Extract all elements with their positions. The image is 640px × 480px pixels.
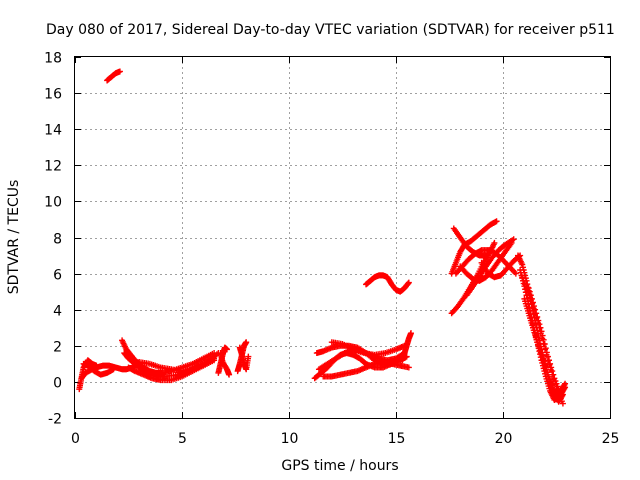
x-tick-label: 0 — [71, 431, 80, 447]
data-point — [539, 335, 546, 342]
data-point — [532, 310, 539, 317]
data-point — [561, 385, 568, 392]
data-point — [550, 376, 557, 383]
x-tick-label: 5 — [178, 431, 187, 447]
data-series — [363, 272, 412, 295]
data-point — [405, 364, 412, 371]
data-point — [405, 280, 412, 287]
data-point — [549, 371, 556, 378]
data-point — [519, 264, 526, 271]
data-point — [547, 360, 554, 367]
data-point — [526, 292, 533, 299]
x-axis-label: GPS time / hours — [281, 458, 398, 474]
y-tick-label: 8 — [53, 232, 62, 248]
data-point — [559, 400, 566, 407]
data-point — [537, 330, 544, 337]
y-tick-label: 18 — [44, 51, 62, 67]
data-point — [540, 340, 547, 347]
data-point — [491, 239, 498, 246]
data-point — [542, 345, 549, 352]
data-point — [527, 295, 534, 302]
data-point — [530, 305, 537, 312]
data-series — [463, 236, 517, 299]
data-point — [542, 346, 549, 353]
data-series — [399, 330, 414, 364]
y-tick-label: 2 — [53, 340, 62, 356]
data-point — [544, 357, 551, 364]
data-point — [512, 270, 519, 277]
data-series — [328, 339, 408, 358]
data-point — [562, 384, 569, 391]
data-point — [529, 300, 536, 307]
data-points — [76, 68, 569, 407]
data-point — [534, 313, 541, 320]
x-tick-label: 15 — [388, 431, 406, 447]
data-series — [320, 359, 412, 380]
data-series — [519, 274, 566, 407]
y-tick-label: 14 — [44, 123, 62, 139]
data-point — [534, 319, 541, 326]
data-point — [533, 315, 540, 322]
y-tick-label: 10 — [44, 195, 62, 211]
data-point — [243, 339, 250, 346]
y-tick-label: 4 — [53, 304, 62, 320]
data-point — [523, 285, 530, 292]
data-point — [552, 381, 559, 388]
data-series — [452, 247, 519, 277]
data-point — [493, 218, 500, 225]
data-point — [510, 236, 517, 243]
x-tick-label: 10 — [281, 431, 299, 447]
data-series — [80, 360, 117, 378]
data-point — [405, 279, 412, 286]
y-tick-label: 0 — [53, 376, 62, 392]
data-point — [546, 362, 553, 369]
chart-title: Day 080 of 2017, Sidereal Day-to-day VTE… — [46, 22, 615, 38]
data-point — [517, 266, 524, 273]
data-point — [226, 371, 233, 378]
data-point — [524, 288, 531, 295]
y-tick-label: -2 — [48, 412, 62, 428]
data-point — [482, 252, 489, 259]
data-series — [457, 239, 515, 284]
data-point — [547, 366, 554, 373]
y-tick-label: 6 — [53, 268, 62, 284]
data-point — [529, 299, 536, 306]
data-point — [522, 281, 529, 288]
y-tick-label: 12 — [44, 159, 62, 175]
data-point — [116, 68, 123, 75]
data-point — [407, 330, 414, 337]
data-point — [110, 366, 117, 373]
data-series — [217, 350, 233, 378]
x-tick-label: 20 — [495, 431, 513, 447]
data-point — [543, 351, 550, 358]
data-point — [536, 324, 543, 331]
data-point — [517, 269, 524, 276]
y-tick-label: 16 — [44, 87, 62, 103]
data-point — [223, 346, 230, 353]
data-series — [104, 68, 123, 84]
data-series — [136, 357, 218, 375]
axis-ticks: 0 5 10 15 20 25 -2 0 2 4 6 8 10 12 14 16 18 — [44, 51, 619, 448]
plot-frame — [74, 56, 611, 419]
x-tick-label: 25 — [602, 431, 620, 447]
data-series — [236, 344, 252, 373]
data-point — [551, 375, 558, 382]
data-point — [519, 274, 526, 281]
data-point — [520, 277, 527, 284]
data-point — [245, 353, 252, 360]
data-point — [519, 261, 526, 268]
data-point — [211, 357, 218, 364]
y-axis-label: SDTVAR / TECUs — [6, 180, 22, 295]
